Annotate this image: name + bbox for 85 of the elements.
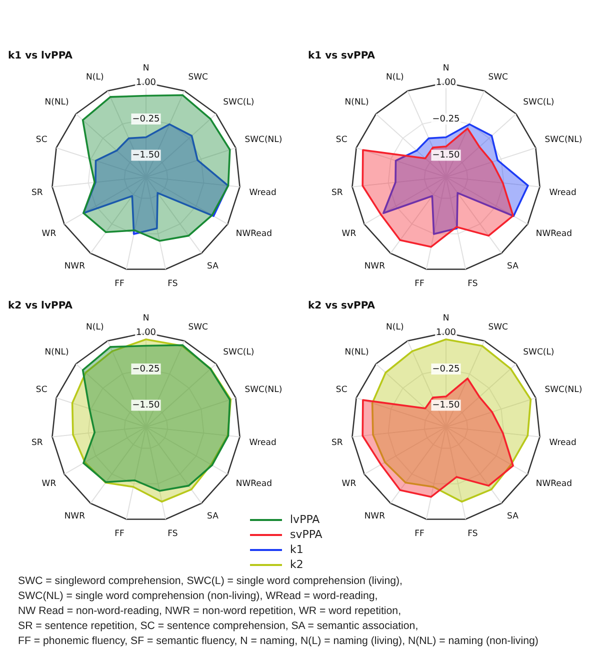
spoke-label: SR xyxy=(331,438,343,448)
spoke-label: N xyxy=(442,63,450,74)
legend-label: lvPPA xyxy=(290,513,320,526)
spoke-label: N(L) xyxy=(386,72,404,82)
spoke-label: SWC(L) xyxy=(223,98,254,108)
spoke-label: NWR xyxy=(364,511,386,522)
spoke-label: SC xyxy=(36,135,48,146)
spoke-label: SWC(NL) xyxy=(544,385,582,396)
spoke-label: FF xyxy=(114,528,125,539)
spoke-label: WR xyxy=(42,229,56,240)
chart-title: k1 vs svPPA xyxy=(308,50,376,62)
text: FF = phonemic fluency, SF = semantic fluency, N = naming, N(L) = naming (living), N(NL) = naming (non-living) xyxy=(18,634,538,648)
spoke-label: Wread xyxy=(249,188,276,198)
spoke-label: FF xyxy=(114,278,125,289)
spoke-label: SA xyxy=(507,261,519,272)
spoke-label: SA xyxy=(207,511,219,522)
spoke-label: NWRead xyxy=(236,479,272,490)
spoke-label: SWC(L) xyxy=(523,348,554,358)
spoke-label: SR xyxy=(331,188,343,198)
spoke-label: N(L) xyxy=(86,322,104,332)
spoke-label: FF xyxy=(414,528,425,539)
chart-title: k2 vs svPPA xyxy=(308,300,376,312)
spoke-label: SC xyxy=(36,385,48,396)
y-tick-label: 1.00 xyxy=(436,328,456,338)
y-tick-label: −0.25 xyxy=(432,364,460,374)
legend-label: k1 xyxy=(290,543,304,556)
spoke-label: SC xyxy=(336,385,348,396)
spoke-label: FS xyxy=(468,278,478,289)
spoke-label: WR xyxy=(42,479,56,490)
spoke-label: NWRead xyxy=(536,229,572,240)
y-tick-label: −1.50 xyxy=(132,400,160,411)
spoke-label: N(L) xyxy=(86,72,104,82)
spoke-label: NWRead xyxy=(536,479,572,490)
spoke-label: SWC(L) xyxy=(223,348,254,358)
y-tick-label: −1.50 xyxy=(132,150,160,161)
spoke-label: SWC xyxy=(488,322,508,332)
text: SWC = singleword comprehension, SWC(L) = single word comprehension (living), xyxy=(18,574,404,589)
spoke-label: SWC(NL) xyxy=(244,135,282,146)
chart-title: k2 vs lvPPA xyxy=(8,300,73,312)
spoke-label: NWR xyxy=(64,261,86,272)
spoke-label: SC xyxy=(336,135,348,146)
y-tick-label: −1.50 xyxy=(432,400,460,411)
spoke-label: N xyxy=(142,63,150,74)
spoke-label: SWC(NL) xyxy=(244,385,282,396)
spoke-label: NWRead xyxy=(236,229,272,240)
spoke-label: N(NL) xyxy=(44,348,69,358)
spoke-label: SWC xyxy=(188,72,208,82)
spoke-label: NWR xyxy=(364,261,386,272)
spoke-label: N xyxy=(142,313,150,324)
spoke-label: Wread xyxy=(549,188,576,198)
spoke-label: SWC(L) xyxy=(523,98,554,108)
spoke-label: N(NL) xyxy=(344,348,369,358)
spoke-label: SWC xyxy=(188,322,208,332)
text: SWC(NL) = single word comprehension (non-living), WRead = word-reading, xyxy=(18,589,379,604)
spoke-label: FS xyxy=(168,278,178,289)
spoke-label: FS xyxy=(468,528,478,539)
y-tick-label: 1.00 xyxy=(136,78,156,88)
spoke-label: N xyxy=(442,313,450,324)
spoke-label: Wread xyxy=(549,438,576,448)
spoke-label: SWC xyxy=(488,72,508,82)
y-tick-label: 1.00 xyxy=(136,328,156,338)
text: NW Read = non-word-reading, NWR = non-word repetition, WR = word repetition, xyxy=(18,604,402,619)
y-tick-label: −0.25 xyxy=(132,364,160,374)
spoke-label: FF xyxy=(414,278,425,289)
y-tick-label: −1.50 xyxy=(432,150,460,161)
y-tick-label: 1.00 xyxy=(436,78,456,88)
y-tick-label: −0.25 xyxy=(432,114,460,124)
text: SR = sentence repetition, SC = sentence comprehension, SA = semantic association, xyxy=(18,619,420,634)
legend-label: k2 xyxy=(290,558,304,571)
spoke-label: WR xyxy=(342,479,356,490)
spoke-label: Wread xyxy=(249,438,276,448)
chart-title: k1 vs lvPPA xyxy=(8,50,73,62)
spoke-label: N(NL) xyxy=(44,98,69,108)
spoke-label: SR xyxy=(31,188,43,198)
spoke-label: SR xyxy=(31,438,43,448)
spoke-label: SA xyxy=(507,511,519,522)
spoke-label: NWR xyxy=(64,511,86,522)
spoke-label: N(L) xyxy=(386,322,404,332)
spoke-label: FS xyxy=(168,528,178,539)
spoke-label: SWC(NL) xyxy=(544,135,582,146)
y-tick-label: −0.25 xyxy=(132,114,160,124)
spoke-label: WR xyxy=(342,229,356,240)
spoke-label: SA xyxy=(207,261,219,272)
spoke-label: N(NL) xyxy=(344,98,369,108)
legend-label: svPPA xyxy=(290,528,322,541)
